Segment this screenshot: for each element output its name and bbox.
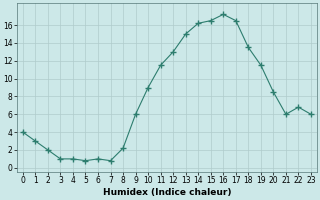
X-axis label: Humidex (Indice chaleur): Humidex (Indice chaleur) bbox=[103, 188, 231, 197]
